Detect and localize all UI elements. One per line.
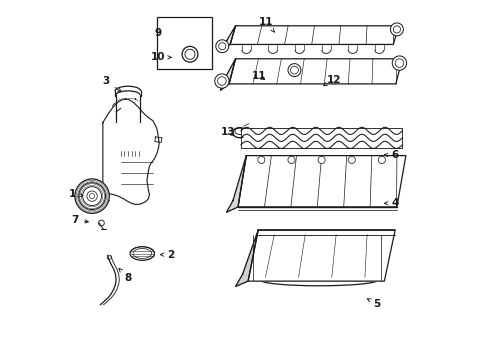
Text: 9: 9 <box>154 28 161 38</box>
Polygon shape <box>247 230 394 281</box>
Text: 12: 12 <box>323 75 341 86</box>
Circle shape <box>182 46 198 62</box>
Polygon shape <box>221 26 235 51</box>
Circle shape <box>218 42 225 50</box>
Polygon shape <box>228 59 402 84</box>
Circle shape <box>214 74 228 88</box>
Circle shape <box>184 49 195 59</box>
Polygon shape <box>230 26 398 44</box>
Circle shape <box>317 156 325 163</box>
Circle shape <box>82 187 102 206</box>
Circle shape <box>87 191 97 201</box>
Text: 5: 5 <box>366 299 380 309</box>
Circle shape <box>287 64 300 77</box>
Circle shape <box>347 156 355 163</box>
Circle shape <box>217 77 226 85</box>
Polygon shape <box>235 230 258 287</box>
Polygon shape <box>238 156 405 207</box>
Text: 3: 3 <box>102 76 121 92</box>
Text: 10: 10 <box>150 52 171 62</box>
Text: 4: 4 <box>384 198 398 208</box>
Polygon shape <box>155 137 162 142</box>
Circle shape <box>79 183 105 210</box>
Text: 2: 2 <box>160 249 174 260</box>
Circle shape <box>257 156 264 163</box>
Circle shape <box>394 59 403 67</box>
Text: 13: 13 <box>221 127 235 136</box>
Polygon shape <box>220 59 235 90</box>
Circle shape <box>378 156 385 163</box>
Polygon shape <box>226 156 246 212</box>
Circle shape <box>287 156 294 163</box>
Circle shape <box>392 26 400 33</box>
Text: 7: 7 <box>71 215 88 225</box>
Circle shape <box>290 66 298 74</box>
Text: 11: 11 <box>258 17 274 32</box>
Circle shape <box>215 40 228 53</box>
Bar <box>156 17 212 69</box>
Text: 8: 8 <box>119 269 131 283</box>
Circle shape <box>389 23 403 36</box>
Circle shape <box>89 194 95 199</box>
Text: 6: 6 <box>384 150 398 160</box>
Circle shape <box>75 179 109 213</box>
Text: 1: 1 <box>69 189 83 199</box>
Circle shape <box>391 56 406 70</box>
Polygon shape <box>94 99 159 206</box>
Text: 11: 11 <box>251 71 265 81</box>
